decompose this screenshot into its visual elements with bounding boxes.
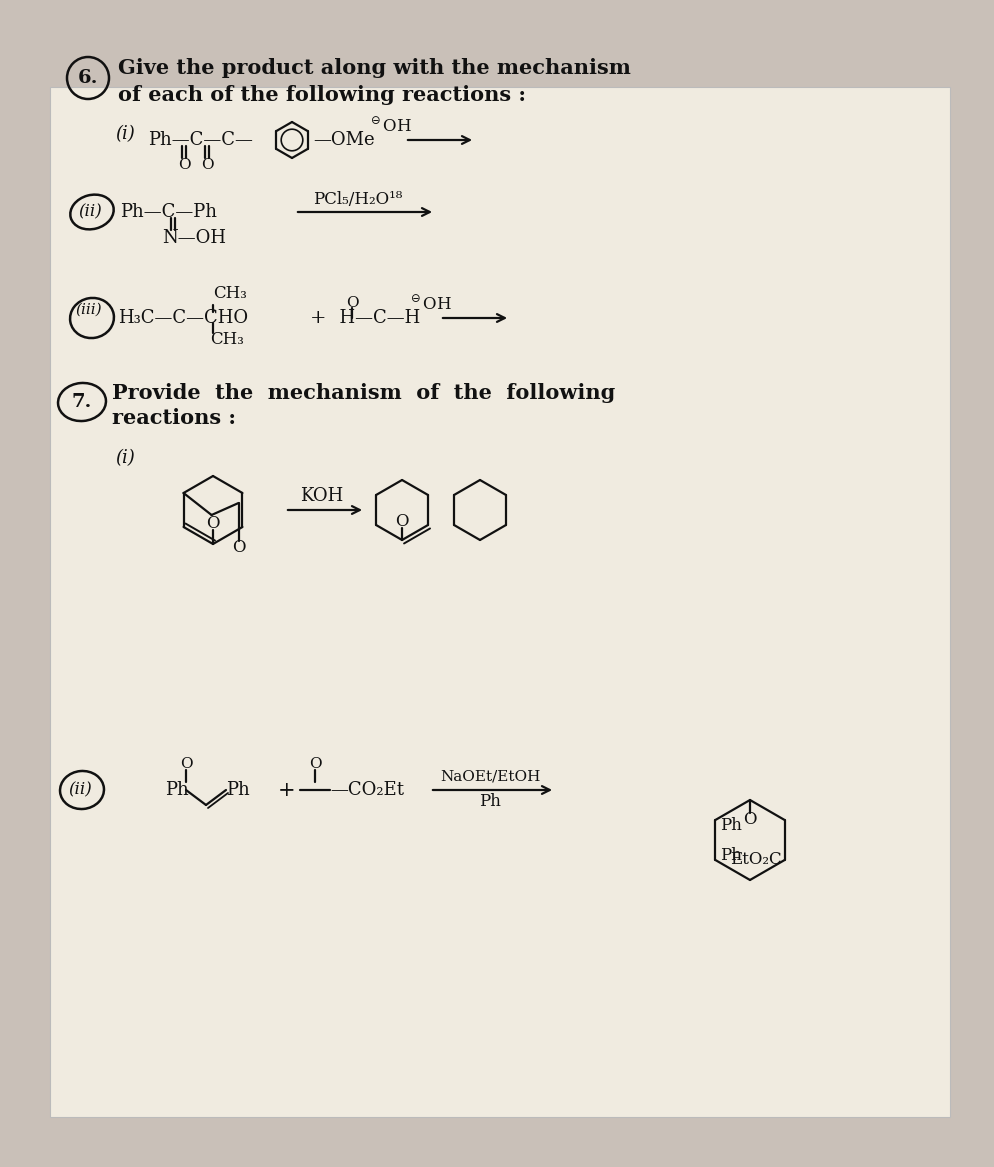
Text: —CO₂Et: —CO₂Et — [330, 781, 404, 799]
Text: O: O — [201, 158, 214, 172]
Text: (ii): (ii) — [78, 203, 101, 221]
Text: H₃C—C—CHO: H₃C—C—CHO — [118, 309, 248, 327]
Text: NaOEt/EtOH: NaOEt/EtOH — [439, 769, 540, 783]
Text: O: O — [744, 811, 756, 829]
Text: (iii): (iii) — [75, 303, 101, 317]
Text: Ph: Ph — [721, 846, 743, 864]
Text: PCl₅/H₂O¹⁸: PCl₅/H₂O¹⁸ — [313, 190, 403, 208]
Text: $^\ominus$OH: $^\ominus$OH — [368, 118, 413, 137]
Text: of each of the following reactions :: of each of the following reactions : — [118, 85, 526, 105]
Text: (i): (i) — [115, 449, 135, 467]
Text: O: O — [346, 296, 358, 310]
Text: H—C—H: H—C—H — [328, 309, 420, 327]
Text: O: O — [309, 757, 321, 771]
Text: KOH: KOH — [300, 487, 344, 505]
Text: O: O — [178, 158, 190, 172]
Text: Give the product along with the mechanism: Give the product along with the mechanis… — [118, 58, 631, 78]
Text: +: + — [278, 781, 295, 799]
Text: Ph—C—Ph: Ph—C—Ph — [120, 203, 217, 221]
Text: Ph: Ph — [226, 781, 249, 799]
Text: reactions :: reactions : — [112, 408, 236, 428]
Text: Ph—C—C—: Ph—C—C— — [148, 131, 252, 149]
Text: CH₃: CH₃ — [210, 331, 244, 349]
Text: O: O — [180, 757, 192, 771]
Text: Provide  the  mechanism  of  the  following: Provide the mechanism of the following — [112, 383, 615, 403]
Text: 7.: 7. — [72, 393, 92, 411]
Text: N—OH: N—OH — [162, 229, 226, 247]
Text: Ph: Ph — [479, 794, 501, 811]
Text: O: O — [206, 515, 220, 531]
Text: Ph: Ph — [721, 817, 743, 833]
Text: CH₃: CH₃ — [213, 285, 247, 301]
Text: Ph: Ph — [165, 781, 189, 799]
Text: O: O — [396, 512, 409, 530]
Text: —OMe: —OMe — [313, 131, 375, 149]
Text: +: + — [310, 309, 326, 327]
Text: 6.: 6. — [78, 69, 98, 88]
Text: (ii): (ii) — [68, 782, 91, 798]
Text: O: O — [232, 539, 246, 557]
Text: EtO₂C: EtO₂C — [730, 852, 781, 868]
Text: $^\ominus$OH: $^\ominus$OH — [408, 295, 452, 315]
Text: (i): (i) — [115, 125, 135, 144]
FancyBboxPatch shape — [50, 88, 950, 1117]
